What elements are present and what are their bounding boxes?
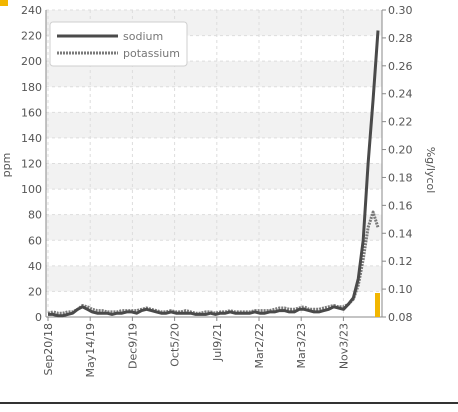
right-axis-title: %g/lycol [424, 147, 437, 194]
right-tick-label: 0.16 [388, 199, 413, 212]
right-tick-label: 0.08 [388, 311, 413, 324]
left-tick-label: 40 [28, 260, 42, 273]
x-tick-label: May14/19 [84, 323, 97, 377]
x-tick-label: Mar3/23 [295, 323, 308, 368]
legend-marker [0, 0, 8, 6]
x-tick-label: Nov3/23 [337, 323, 350, 369]
left-tick-label: 100 [21, 183, 42, 196]
series-line-potassium [47, 210, 380, 315]
left-tick-label: 220 [21, 30, 42, 43]
right-tick-label: 0.26 [388, 60, 413, 73]
left-tick-label: 160 [21, 106, 42, 119]
band [46, 112, 382, 138]
legend-label-potassium: potassium [123, 47, 180, 60]
x-tick-label: Oct5/20 [169, 323, 182, 367]
accent-bar [375, 293, 380, 317]
left-tick-label: 240 [21, 4, 42, 17]
right-tick-label: 0.10 [388, 283, 413, 296]
right-tick-label: 0.30 [388, 4, 413, 17]
legend-box [49, 21, 188, 67]
band [46, 265, 382, 292]
left-tick-label: 180 [21, 81, 42, 94]
right-tick-label: 0.12 [388, 255, 413, 268]
band [46, 214, 382, 241]
series-line-sodium [48, 30, 380, 318]
right-tick-label: 0.18 [388, 171, 413, 184]
left-tick-label: 0 [35, 311, 42, 324]
right-tick-label: 0.14 [388, 227, 413, 240]
bottom-divider [0, 402, 458, 404]
right-tick-label: 0.28 [388, 32, 413, 45]
right-tick-label: 0.20 [388, 144, 413, 157]
x-tick-label: Sep20/18 [42, 323, 55, 375]
x-axis: Sep20/18 May14/19 Dec9/19 Oct5/20 Jul9/21 Mar… [42, 316, 382, 377]
legend-label-sodium: sodium [123, 30, 163, 43]
left-tick-label: 80 [28, 209, 42, 222]
x-tick-label: Dec9/19 [126, 323, 139, 369]
right-tick-label: 0.22 [388, 116, 413, 129]
left-tick-label: 200 [21, 55, 42, 68]
alternate-bands [46, 10, 382, 292]
x-tick-label: Jul9/21 [211, 323, 224, 362]
left-axis-title: ppm [0, 153, 13, 178]
band [46, 163, 382, 190]
left-tick-label: 60 [28, 234, 42, 247]
series-lines [47, 30, 380, 318]
x-tick-label: Mar2/22 [253, 323, 266, 368]
right-y-axis: 0.08 0.10 0.12 0.14 0.16 0.18 0.20 0.22 0.24 0.26… [381, 4, 413, 324]
left-tick-label: 120 [21, 158, 42, 171]
right-tick-label: 0.24 [388, 88, 413, 101]
left-tick-label: 140 [21, 132, 42, 145]
left-y-axis: 0 20 40 60 80 100 120 140 160 180 200 220 240 [21, 4, 47, 324]
legend: sodium potassium [49, 21, 188, 67]
left-tick-label: 20 [28, 285, 42, 298]
